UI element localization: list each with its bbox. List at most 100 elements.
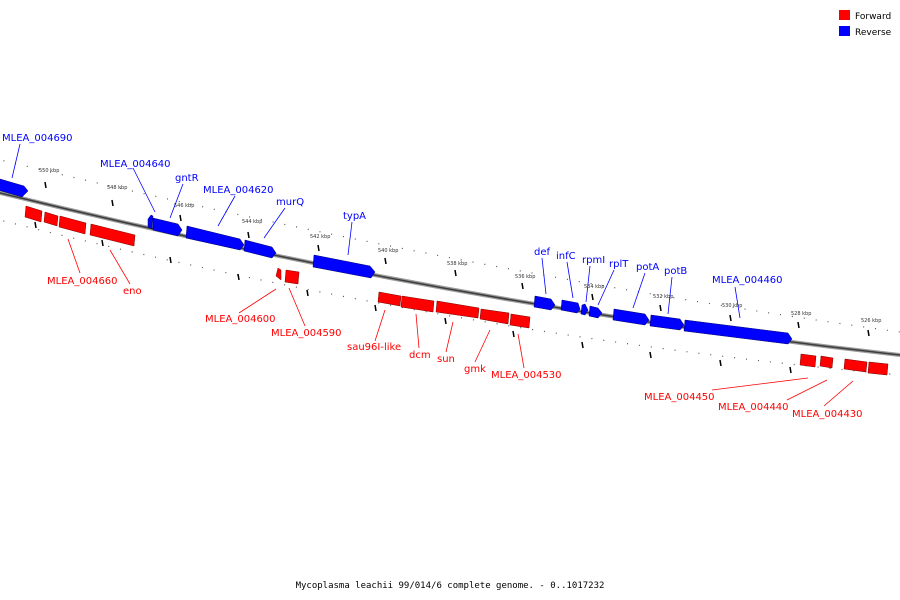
leader-line	[374, 309, 386, 342]
gene-MLEA_004440[interactable]	[819, 355, 834, 369]
gene-MLEA_004620[interactable]	[185, 225, 245, 251]
gene-label: MLEA_004660	[47, 276, 118, 287]
gene-MLEA_004450[interactable]	[799, 353, 817, 368]
leader-line	[415, 313, 420, 349]
ruler-tick	[444, 317, 447, 325]
leader-line	[169, 183, 184, 219]
tick-label: 550 kbp	[39, 168, 59, 174]
ruler-tick	[317, 244, 320, 252]
tick-label: 542 kbp	[310, 234, 330, 240]
tick-label: 534 kbp	[584, 284, 604, 290]
ruler-tick	[649, 351, 652, 359]
ruler-tick	[581, 341, 584, 349]
leader-line	[823, 380, 854, 407]
leader-line	[347, 221, 353, 256]
tick-label: 532 kbp	[653, 294, 673, 300]
legend-label-reverse: Reverse	[855, 28, 892, 38]
leader-line	[541, 257, 547, 295]
gene-potA[interactable]	[612, 308, 650, 326]
gene-label: MLEA_004530	[491, 370, 562, 381]
ruler-tick	[306, 289, 309, 297]
gene-label: murQ	[276, 197, 304, 208]
leader-line	[734, 286, 741, 319]
leader-line	[711, 377, 809, 391]
tick-label: 538 kbp	[447, 261, 467, 267]
gene-dcm[interactable]	[400, 295, 435, 313]
gene-label: infC	[556, 251, 576, 262]
gene-typA[interactable]	[312, 254, 376, 279]
ruler-tick	[34, 221, 37, 229]
leader-line	[132, 167, 156, 213]
gene-label: eno	[123, 286, 142, 297]
leader-line	[445, 321, 454, 353]
ruler-tick	[374, 304, 377, 312]
ruler-tick	[521, 282, 524, 290]
gene-MLEA_004680[interactable]	[24, 205, 43, 223]
ruler-tick	[659, 304, 662, 312]
gene-MLEA_004660[interactable]	[58, 215, 87, 235]
tick-label: 546 kbp	[174, 203, 194, 209]
tick-label: 526 kbp	[861, 318, 881, 324]
gene-label: sau96I-like	[347, 342, 401, 353]
ruler-tick	[247, 231, 250, 239]
ruler-tick	[867, 329, 870, 337]
leader-line	[238, 288, 277, 314]
gene-MLEA_004590[interactable]	[284, 269, 300, 285]
gene-label: MLEA_004620	[203, 185, 274, 196]
gene-def[interactable]	[533, 295, 556, 311]
gene-MLEA_004640-a[interactable]	[147, 214, 154, 230]
gene-label: MLEA_004600	[205, 314, 276, 325]
leader-line	[263, 207, 286, 239]
gene-label: typA	[343, 211, 366, 222]
gene-MLEA_004460[interactable]	[683, 319, 793, 345]
gene-infC[interactable]	[560, 299, 581, 314]
gene-label: MLEA_004450	[644, 392, 715, 403]
ruler-outer	[0, 159, 900, 333]
tick-label: 544 kbp	[242, 219, 262, 225]
gene-rpmI[interactable]	[580, 303, 589, 316]
legend-label-forward: Forward	[855, 12, 891, 22]
tick-label: 528 kbp	[791, 311, 811, 317]
gene-sun[interactable]	[435, 300, 480, 319]
gene-label: gmk	[464, 364, 486, 375]
gene-label: MLEA_004640	[100, 159, 171, 170]
leader-line	[11, 143, 21, 179]
gene-MLEA_004670[interactable]	[43, 211, 59, 227]
legend-swatch-forward	[839, 10, 850, 20]
gene-sau96I-like[interactable]	[377, 291, 402, 307]
gene-MLEA_004430[interactable]	[843, 358, 868, 373]
gene-MLEA_004420[interactable]	[867, 361, 889, 376]
tick-label: 536 kbp	[515, 274, 535, 280]
gene-label: rplT	[609, 259, 629, 270]
gene-label: MLEA_004430	[792, 409, 863, 420]
gene-label: MLEA_004460	[712, 275, 783, 286]
leader-line	[597, 269, 615, 306]
gene-label: rpmI	[582, 255, 605, 266]
ruler-tick	[101, 239, 104, 247]
gene-MLEA_004530[interactable]	[509, 313, 531, 329]
gene-potB[interactable]	[649, 314, 685, 331]
ruler-tick	[111, 199, 114, 207]
gene-MLEA_004690[interactable]	[0, 178, 29, 198]
ruler-tick	[591, 293, 594, 301]
gene-eno[interactable]	[89, 223, 136, 247]
leader-line	[67, 238, 81, 274]
gene-label: MLEA_004590	[271, 328, 342, 339]
gene-label: potB	[664, 266, 687, 277]
gene-MLEA_004600[interactable]	[275, 267, 282, 281]
ruler-tick	[797, 321, 800, 329]
leader-line	[288, 287, 306, 327]
gene-MLEA_004640[interactable]	[152, 217, 183, 237]
gene-murQ[interactable]	[243, 239, 277, 259]
ruler-tick	[179, 214, 182, 222]
gene-gmk[interactable]	[479, 308, 510, 325]
gene-rplT[interactable]	[588, 305, 603, 319]
gene-label: dcm	[409, 350, 431, 361]
ruler-tick	[44, 181, 47, 189]
leader-line	[585, 265, 591, 303]
gene-label: MLEA_004690	[2, 133, 73, 144]
gene-label: MLEA_004440	[718, 402, 789, 413]
ruler-tick	[237, 273, 240, 281]
leader-line	[566, 261, 574, 299]
